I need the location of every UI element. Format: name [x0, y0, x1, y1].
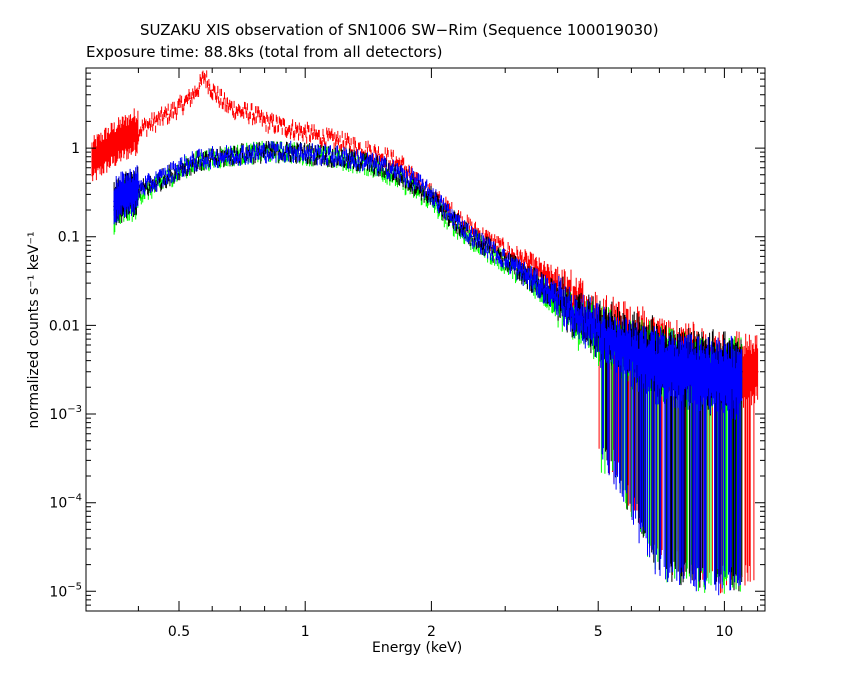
series-1-point — [321, 137, 324, 139]
series-1-point — [91, 160, 93, 163]
series-1-point — [251, 113, 254, 116]
series-1-point — [128, 134, 130, 137]
series-2-point — [389, 173, 392, 176]
series-4-point — [411, 177, 414, 180]
series-1-point — [166, 113, 169, 116]
series-1-point — [358, 147, 361, 150]
chart-subtitle: Exposure time: 88.8ks (total from all de… — [86, 43, 443, 61]
series-1-point — [102, 151, 105, 154]
series-1-point — [113, 143, 115, 146]
series-4-point — [740, 377, 743, 380]
axis-tick-marks — [85, 67, 765, 612]
series-4-point — [723, 377, 726, 380]
series-1-point — [154, 120, 157, 123]
series-1-point — [211, 89, 214, 92]
series-4-point — [195, 159, 198, 162]
series-4-point — [447, 213, 450, 216]
axis-tick-labels: 0.5 1 2 5 10 1 0.1 0.01 10−3 10−4 10−5 — [49, 141, 733, 640]
chart-title: SUZAKU XIS observation of SN1006 SW−Rim … — [140, 21, 659, 39]
y-axis-label: normalized counts s⁻¹ keV⁻¹ — [26, 231, 42, 429]
series-4-point — [532, 279, 535, 282]
series-4-point — [225, 154, 228, 157]
series-4-point — [178, 166, 180, 169]
series-4-point — [285, 150, 287, 153]
series-1-point — [225, 104, 228, 107]
series-1-point — [203, 75, 206, 77]
series-4-point — [389, 168, 392, 170]
y-tick-label: 0.1 — [58, 230, 80, 246]
series-1-point — [756, 370, 759, 373]
series-4-point — [504, 258, 507, 261]
series-4-point — [471, 235, 473, 238]
tick-mark-path — [85, 67, 765, 612]
series-4-point — [556, 297, 559, 300]
series-1-point — [556, 284, 559, 287]
series-4-point — [704, 373, 707, 376]
x-tick-label: 10 — [715, 624, 733, 640]
data-series-layer — [91, 70, 759, 596]
series-4-point — [150, 182, 153, 185]
series-3-point — [211, 158, 214, 161]
series-4 — [113, 140, 743, 596]
x-tick-label: 5 — [594, 624, 603, 640]
series-4-point — [682, 370, 685, 373]
series-4-point — [337, 155, 340, 158]
y-tick-label: 0.01 — [49, 318, 80, 334]
series-4-point — [239, 153, 242, 156]
series-4-point — [263, 151, 266, 154]
series-4-point — [597, 333, 600, 335]
series-1-point — [239, 110, 242, 113]
x-tick-label: 2 — [427, 624, 436, 640]
series-1-point — [304, 131, 307, 134]
x-tick-label: 0.5 — [168, 624, 190, 640]
series-1-point — [263, 120, 266, 123]
y-tick-label: 1 — [71, 141, 80, 157]
series-4-point — [137, 187, 140, 190]
series-1-point — [142, 126, 144, 129]
series-4-point — [211, 156, 214, 159]
series-4-point — [658, 364, 661, 367]
series-4-point — [578, 317, 580, 320]
x-axis-label: Energy (keV) — [372, 640, 463, 656]
series-4-error-bars — [113, 140, 743, 596]
y-tick-label: 10−4 — [49, 493, 82, 512]
series-1-point — [337, 140, 340, 142]
x-tick-label: 1 — [301, 624, 310, 640]
series-1-point — [198, 85, 201, 87]
series-1-point — [178, 106, 180, 108]
y-tick-label: 10−3 — [49, 404, 82, 423]
series-1-point — [532, 266, 535, 269]
series-4-point — [630, 351, 633, 353]
y-tick-label: 10−5 — [49, 581, 82, 600]
series-4-point — [166, 173, 169, 176]
series-4-point — [304, 152, 307, 154]
series-1-point — [188, 97, 191, 100]
series-4-point — [123, 193, 126, 196]
series-4-point — [365, 160, 368, 163]
series-4-point — [430, 193, 433, 196]
series-1-point — [285, 126, 287, 129]
series-4-point — [113, 200, 115, 203]
series-1-point — [378, 153, 380, 156]
